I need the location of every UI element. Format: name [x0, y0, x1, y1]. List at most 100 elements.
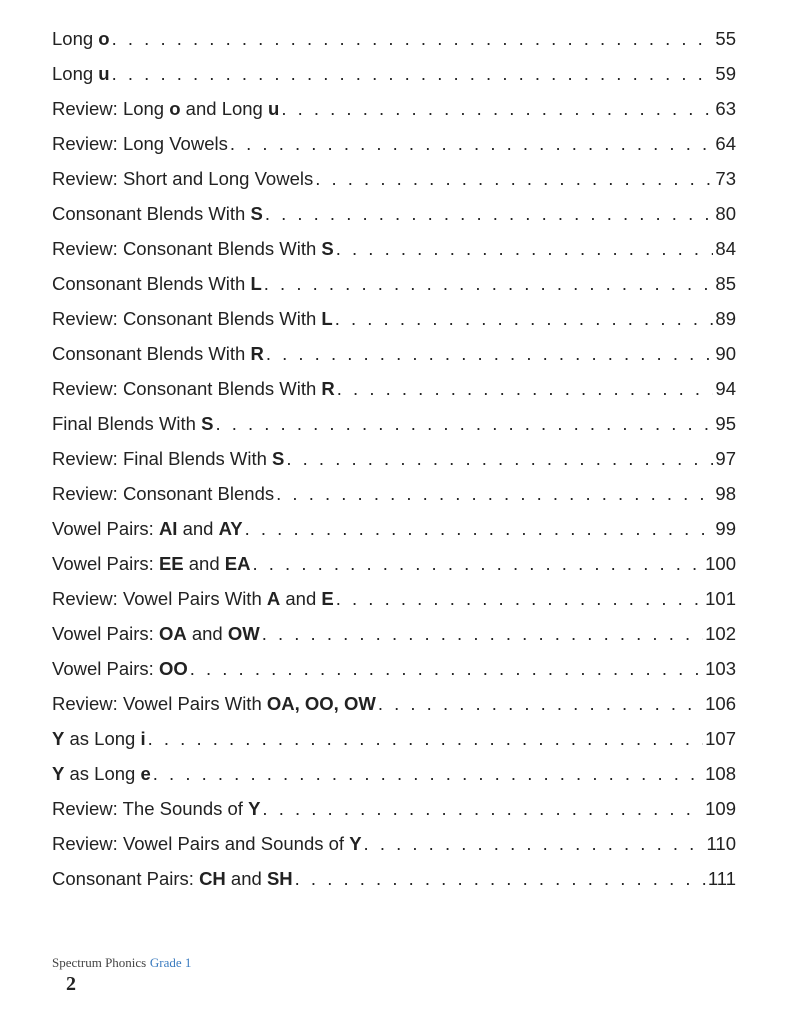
- toc-entry-label: Review: Consonant Blends: [52, 483, 274, 505]
- toc-entry-page: 106: [703, 693, 736, 715]
- toc-entry: Y as Long e 108: [52, 763, 736, 785]
- toc-entry-label: Vowel Pairs: OO: [52, 658, 188, 680]
- toc-entry: Vowel Pairs: OA and OW 102: [52, 623, 736, 645]
- toc-entry-page: 95: [713, 413, 736, 435]
- toc-leader-dots: [188, 658, 703, 680]
- toc-entry-page: 59: [713, 63, 736, 85]
- toc-leader-dots: [262, 273, 714, 295]
- toc-entry-label: Vowel Pairs: AI and AY: [52, 518, 243, 540]
- toc-entry-label: Review: Consonant Blends With L: [52, 308, 333, 330]
- toc-leader-dots: [264, 343, 714, 365]
- toc-entry: Review: Consonant Blends With L 89: [52, 308, 736, 330]
- toc-entry-page: 102: [703, 623, 736, 645]
- toc-leader-dots: [263, 203, 714, 225]
- toc-entry-page: 108: [703, 763, 736, 785]
- series-name: Spectrum Phonics: [52, 955, 146, 970]
- toc-entry: Review: Vowel Pairs and Sounds of Y110: [52, 833, 736, 855]
- toc-entry-page: 89: [713, 308, 736, 330]
- toc-leader-dots: [334, 588, 703, 610]
- toc-entry: Long u59: [52, 63, 736, 85]
- toc-leader-dots: [228, 133, 714, 155]
- toc-leader-dots: [284, 448, 713, 470]
- toc-leader-dots: [334, 238, 714, 260]
- toc-entry: Review: Consonant Blends With S 84: [52, 238, 736, 260]
- toc-entry-label: Consonant Pairs: CH and SH: [52, 868, 293, 890]
- toc-leader-dots: [293, 868, 706, 890]
- toc-entry: Review: Short and Long Vowels 73: [52, 168, 736, 190]
- toc-entry: Consonant Blends With S 80: [52, 203, 736, 225]
- toc-entry-label: Review: Vowel Pairs and Sounds of Y: [52, 833, 362, 855]
- toc-entry-label: Vowel Pairs: EE and EA: [52, 553, 250, 575]
- toc-entry-label: Consonant Blends With S: [52, 203, 263, 225]
- toc-entry-label: Review: Consonant Blends With R: [52, 378, 335, 400]
- toc-entry-label: Y as Long i: [52, 728, 146, 750]
- toc-leader-dots: [279, 98, 713, 120]
- toc-leader-dots: [376, 693, 703, 715]
- toc-leader-dots: [260, 798, 703, 820]
- toc-entry-page: 84: [713, 238, 736, 260]
- page-footer: Spectrum Phonics Grade 1 2: [52, 955, 191, 996]
- page-number: 2: [66, 973, 191, 996]
- toc-entry-page: 100: [703, 553, 736, 575]
- toc-entry: Consonant Blends With L85: [52, 273, 736, 295]
- toc-leader-dots: [260, 623, 703, 645]
- toc-entry: Vowel Pairs: EE and EA 100: [52, 553, 736, 575]
- toc-entry-label: Y as Long e: [52, 763, 151, 785]
- toc-entry-page: 94: [713, 378, 736, 400]
- toc-leader-dots: [151, 763, 703, 785]
- toc-leader-dots: [110, 28, 714, 50]
- toc-entry-page: 80: [713, 203, 736, 225]
- toc-entry-page: 109: [703, 798, 736, 820]
- toc-entry-label: Review: Short and Long Vowels: [52, 168, 313, 190]
- toc-entry-label: Review: Vowel Pairs With OA, OO, OW: [52, 693, 376, 715]
- toc-entry: Consonant Pairs: CH and SH 111: [52, 868, 736, 890]
- toc-entry: Review: Long Vowels 64: [52, 133, 736, 155]
- toc-entry: Review: Final Blends With S 97: [52, 448, 736, 470]
- toc-entry-label: Review: Final Blends With S: [52, 448, 284, 470]
- toc-leader-dots: [250, 553, 703, 575]
- toc-entry-page: 63: [713, 98, 736, 120]
- toc-entry-label: Review: Vowel Pairs With A and E: [52, 588, 334, 610]
- toc-entry: Final Blends With S 95: [52, 413, 736, 435]
- toc-entry-page: 99: [713, 518, 736, 540]
- toc-entry-page: 73: [713, 168, 736, 190]
- toc-entry: Vowel Pairs: OO 103: [52, 658, 736, 680]
- toc-leader-dots: [274, 483, 713, 505]
- toc-leader-dots: [313, 168, 713, 190]
- toc-entry-label: Review: Long o and Long u: [52, 98, 279, 120]
- toc-entry: Long o 55: [52, 28, 736, 50]
- toc-entry-page: 97: [713, 448, 736, 470]
- toc-entry-page: 103: [703, 658, 736, 680]
- toc-entry-page: 55: [713, 28, 736, 50]
- grade-level: Grade 1: [150, 955, 192, 970]
- toc-entry: Y as Long i 107: [52, 728, 736, 750]
- toc-entry-page: 90: [713, 343, 736, 365]
- toc-entry: Review: The Sounds of Y 109: [52, 798, 736, 820]
- toc-entry: Review: Vowel Pairs With A and E 101: [52, 588, 736, 610]
- toc-leader-dots: [335, 378, 714, 400]
- toc-leader-dots: [213, 413, 713, 435]
- toc-entry-page: 111: [706, 868, 736, 890]
- toc-entry: Consonant Blends With R90: [52, 343, 736, 365]
- toc-leader-dots: [333, 308, 714, 330]
- toc-entry-label: Vowel Pairs: OA and OW: [52, 623, 260, 645]
- toc-entry: Vowel Pairs: AI and AY 99: [52, 518, 736, 540]
- toc-entry-label: Final Blends With S: [52, 413, 213, 435]
- toc-entry-label: Review: Consonant Blends With S: [52, 238, 334, 260]
- toc-entry-page: 101: [703, 588, 736, 610]
- toc-entry-label: Long o: [52, 28, 110, 50]
- toc-entry: Review: Long o and Long u 63: [52, 98, 736, 120]
- toc-entry: Review: Vowel Pairs With OA, OO, OW 106: [52, 693, 736, 715]
- toc-leader-dots: [243, 518, 714, 540]
- table-of-contents: Long o 55 Long u59 Review: Long o and Long …: [52, 28, 736, 890]
- toc-leader-dots: [146, 728, 704, 750]
- toc-entry-label: Review: The Sounds of Y: [52, 798, 260, 820]
- toc-entry-page: 85: [713, 273, 736, 295]
- footer-title-line: Spectrum Phonics Grade 1: [52, 955, 191, 971]
- toc-entry: Review: Consonant Blends With R 94: [52, 378, 736, 400]
- toc-entry-label: Review: Long Vowels: [52, 133, 228, 155]
- toc-entry-page: 64: [713, 133, 736, 155]
- toc-leader-dots: [362, 833, 705, 855]
- toc-entry-page: 98: [713, 483, 736, 505]
- toc-entry-page: 107: [703, 728, 736, 750]
